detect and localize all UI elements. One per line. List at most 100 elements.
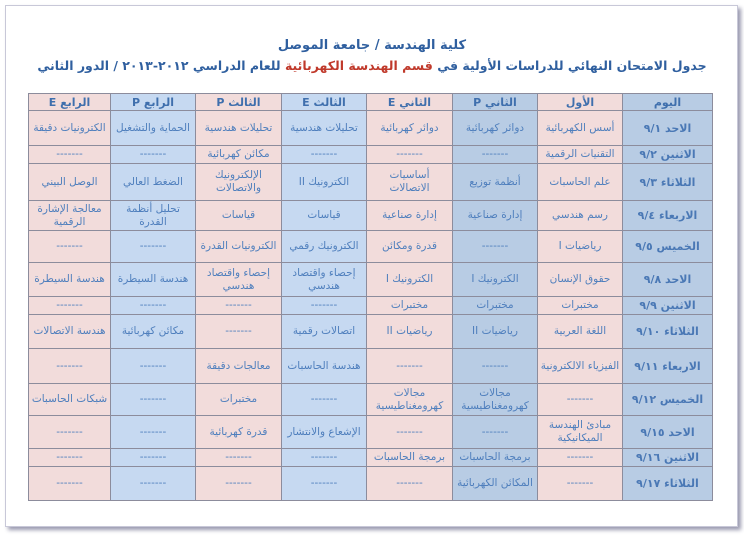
exam-cell: رياضيات II xyxy=(452,314,538,349)
exam-cell: ------- xyxy=(281,296,367,315)
exam-cell: رياضيات II xyxy=(366,314,453,349)
day-cell: الاثنين ٩/٢ xyxy=(622,145,713,164)
exam-cell: ------- xyxy=(452,230,538,263)
exam-cell: هندسة الاتصالات xyxy=(28,314,111,349)
table-row: الاحد ٩/٨ حقوق الإنسان الكترونيك I الكتروني… xyxy=(28,262,713,297)
exam-cell: مبادئ الهندسة الميكانيكية xyxy=(537,415,623,449)
exam-cell: الكترونيات دقيقة xyxy=(28,110,111,146)
exam-cell: الكترونيك رقمي xyxy=(281,230,367,263)
exam-cell: ------- xyxy=(195,296,282,315)
schedule-title: جدول الامتحان النهائي للدراسات الأولية ف… xyxy=(0,58,744,73)
exam-cell: أنظمة توزيع xyxy=(452,163,538,201)
day-cell: الاحد ٩/٨ xyxy=(622,262,713,297)
table-row: الثلاثاء ٩/٣ علم الحاسبات أنظمة توزيع أساسي… xyxy=(28,163,713,201)
exam-cell: مجالات كهرومغناطيسية xyxy=(452,383,538,416)
exam-cell: التقنيات الرقمية xyxy=(537,145,623,164)
column-header: الرابع P xyxy=(110,93,196,111)
exam-cell: الحماية والتشغيل xyxy=(110,110,196,146)
exam-cell: الكترونيك II xyxy=(281,163,367,201)
exam-cell: ------- xyxy=(537,448,623,467)
exam-cell: ------- xyxy=(110,466,196,501)
exam-cell: هندسة الحاسبات xyxy=(281,348,367,384)
day-cell: الثلاثاء ٩/١٧ xyxy=(622,466,713,501)
exam-cell: ------- xyxy=(281,383,367,416)
exam-cell: تحليلات هندسية xyxy=(195,110,282,146)
exam-cell: إحصاء واقتصاد هندسي xyxy=(195,262,282,297)
exam-cell: ------- xyxy=(110,296,196,315)
column-header: الثالث P xyxy=(195,93,282,111)
exam-cell: ------- xyxy=(195,466,282,501)
exam-cell: ------- xyxy=(366,145,453,164)
exam-cell: مختبرات xyxy=(195,383,282,416)
exam-cell: رسم هندسي xyxy=(537,200,623,231)
column-header: الرابع E xyxy=(28,93,111,111)
table-row: الاثنين ٩/١٦ ------- برمجة الحاسبات برمجة ا… xyxy=(28,448,713,467)
table-row: الخميس ٩/١٢ ------- مجالات كهرومغناطيسية مج… xyxy=(28,383,713,416)
college-title: كلية الهندسة / جامعة الموصل xyxy=(277,38,467,53)
column-header: الثاني E xyxy=(366,93,453,111)
exam-cell: الإلكترونيك والاتصالات xyxy=(195,163,282,201)
exam-cell: اتصالات رقمية xyxy=(281,314,367,349)
table-row: الثلاثاء ٩/١٠ اللغة العربية رياضيات II رياض… xyxy=(28,314,713,349)
exam-cell: الإشعاع والانتشار xyxy=(281,415,367,449)
column-header: الثالث E xyxy=(281,93,367,111)
exam-cell: الضغط العالي xyxy=(110,163,196,201)
exam-cell: دوائر كهربائية xyxy=(366,110,453,146)
exam-cell: معالجة الإشارة الرقمية xyxy=(28,200,111,231)
exam-cell: ------- xyxy=(110,383,196,416)
exam-cell: ------- xyxy=(537,383,623,416)
exam-cell: أساسيات الاتصالات xyxy=(366,163,453,201)
exam-cell: أسس الكهربائية xyxy=(537,110,623,146)
exam-cell: حقوق الإنسان xyxy=(537,262,623,297)
exam-cell: ------- xyxy=(28,230,111,263)
exam-cell: هندسة السيطرة xyxy=(110,262,196,297)
table-row: الاثنين ٩/٢ التقنيات الرقمية ------- ------… xyxy=(28,145,713,164)
day-cell: الخميس ٩/١٢ xyxy=(622,383,713,416)
exam-cell: ------- xyxy=(281,145,367,164)
table-row: الثلاثاء ٩/١٧ ------- المكائن الكهربائية --… xyxy=(28,466,713,501)
exam-cell: شبكات الحاسبات xyxy=(28,383,111,416)
exam-cell: إحصاء واقتصاد هندسي xyxy=(281,262,367,297)
exam-cell: ------- xyxy=(281,448,367,467)
department-name: قسم الهندسة الكهربائية xyxy=(284,58,433,73)
exam-cell: ------- xyxy=(281,466,367,501)
table-row: الاثنين ٩/٩ مختبرات مختبرات مختبرات ------- -… xyxy=(28,296,713,315)
exam-cell: معالجات دقيقة xyxy=(195,348,282,384)
exam-cell: الكترونيك I xyxy=(452,262,538,297)
header-row: اليوم الأول الثاني P الثاني E الثالث E الثالث… xyxy=(28,93,713,111)
exam-cell: قدرة ومكائن xyxy=(366,230,453,263)
exam-cell: إدارة صناعية xyxy=(366,200,453,231)
table-row: الاربعاء ٩/١١ الفيزياء الالكترونية -------… xyxy=(28,348,713,384)
exam-cell: ------- xyxy=(110,348,196,384)
column-header: الثاني P xyxy=(452,93,538,111)
table-row: الاحد ٩/١ أسس الكهربائية دوائر كهربائية دوا… xyxy=(28,110,713,146)
exam-cell: ------- xyxy=(28,145,111,164)
exam-cell: ------- xyxy=(110,145,196,164)
schedule-title-suffix: للعام الدراسي ٢٠١٢-٢٠١٣ / الدور الثاني xyxy=(37,58,285,73)
day-cell: الاحد ٩/١ xyxy=(622,110,713,146)
exam-cell: برمجة الحاسبات xyxy=(366,448,453,467)
exam-cell: المكائن الكهربائية xyxy=(452,466,538,501)
day-cell: الثلاثاء ٩/٣ xyxy=(622,163,713,201)
exam-cell: علم الحاسبات xyxy=(537,163,623,201)
exam-cell: إدارة صناعية xyxy=(452,200,538,231)
exam-cell: ------- xyxy=(366,415,453,449)
exam-cell: قدرة كهربائية xyxy=(195,415,282,449)
table-row: الاحد ٩/١٥ مبادئ الهندسة الميكانيكية -----… xyxy=(28,415,713,449)
exam-cell: مختبرات xyxy=(537,296,623,315)
exam-cell: ------- xyxy=(110,448,196,467)
exam-cell: اللغة العربية xyxy=(537,314,623,349)
day-cell: الاثنين ٩/٩ xyxy=(622,296,713,315)
exam-cell: مكائن كهربائية xyxy=(110,314,196,349)
exam-cell: ------- xyxy=(28,415,111,449)
exam-cell: ------- xyxy=(537,466,623,501)
exam-cell: مختبرات xyxy=(366,296,453,315)
exam-cell: دوائر كهربائية xyxy=(452,110,538,146)
exam-cell: ------- xyxy=(195,314,282,349)
table-row: الاربعاء ٩/٤ رسم هندسي إدارة صناعية إدارة ص… xyxy=(28,200,713,231)
day-cell: الخميس ٩/٥ xyxy=(622,230,713,263)
day-cell: الاحد ٩/١٥ xyxy=(622,415,713,449)
exam-cell: ------- xyxy=(452,145,538,164)
exam-schedule-table: اليوم الأول الثاني P الثاني E الثالث E الثالث… xyxy=(28,93,713,501)
exam-cell: قياسات xyxy=(195,200,282,231)
